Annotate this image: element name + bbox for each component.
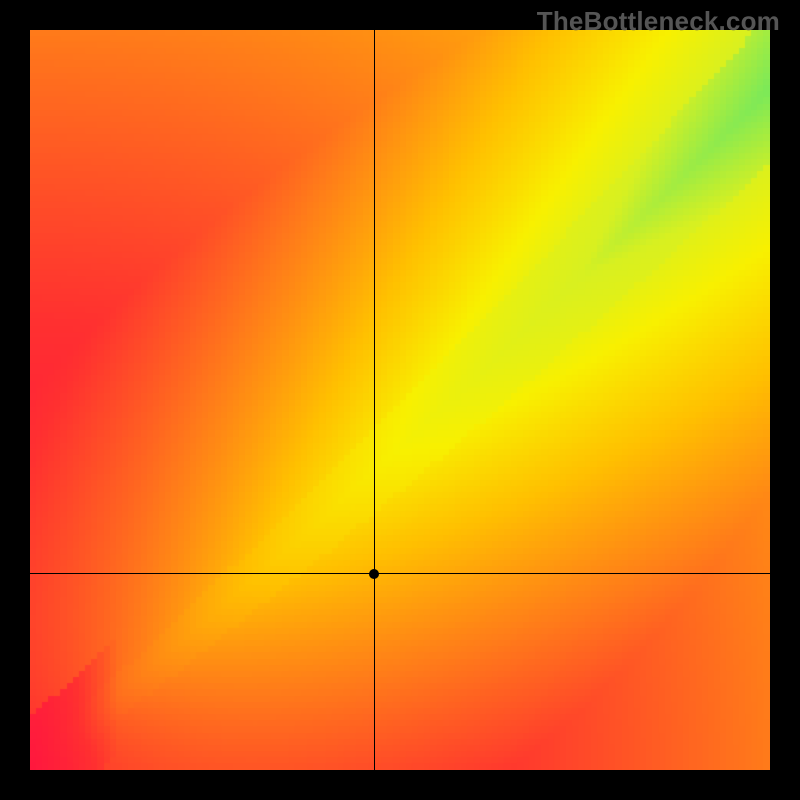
watermark-text: TheBottleneck.com [537, 6, 780, 37]
operating-point-marker [369, 569, 379, 579]
chart-container: { "meta": { "watermark": "TheBottleneck.… [0, 0, 800, 800]
crosshair-vertical [374, 30, 375, 770]
bottleneck-heatmap [30, 30, 770, 770]
crosshair-horizontal [30, 573, 770, 574]
